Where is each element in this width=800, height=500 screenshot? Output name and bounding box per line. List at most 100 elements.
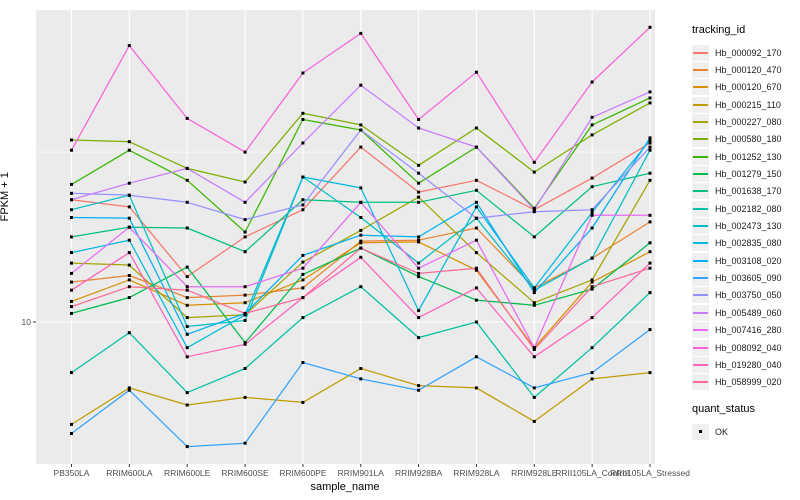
data-point-Hb_001279_150-RRIM600PE[interactable] [301,272,305,276]
data-point-Hb_003108_020-RRIM928LE[interactable] [532,291,536,295]
data-point-Hb_000580_180-RRIM600SE[interactable] [243,180,247,184]
data-point-Hb_008092_040-RRIM901LA[interactable] [359,31,363,35]
data-point-Hb_000215_110-PB350LA[interactable] [70,422,73,426]
data-point-Hb_007416_280-RRIM928LE[interactable] [532,346,536,350]
data-point-Hb_003108_020-RRIM928LA[interactable] [474,200,478,204]
data-point-Hb_000120_470-RRIM928BA[interactable] [417,238,421,242]
data-point-Hb_000120_470-RRII105LA_Stressed[interactable] [648,220,652,224]
data-point-Hb_007416_280-RRIM901LA[interactable] [359,200,363,204]
data-point-Hb_000215_110-RRIM600PE[interactable] [301,400,305,404]
data-point-Hb_007416_280-RRII105LA_Control[interactable] [590,213,594,217]
data-point-Hb_003750_050-RRIM600PE[interactable] [301,203,305,207]
data-point-Hb_000227_080-RRIM600LA[interactable] [127,263,131,267]
data-point-Hb_000092_170-RRIM928BA[interactable] [417,190,421,194]
data-point-Hb_058999_020-PB350LA[interactable] [70,305,73,309]
data-point-Hb_008092_040-RRII105LA_Stressed[interactable] [648,25,652,29]
data-point-Hb_008092_040-RRIM928BA[interactable] [417,118,421,121]
data-point-Hb_000580_180-RRIM928BA[interactable] [417,163,421,167]
data-point-Hb_008092_040-PB350LA[interactable] [70,148,73,152]
data-point-Hb_001279_150-RRIM600SE[interactable] [243,341,247,345]
legend-entry-Hb_000215_110[interactable]: Hb_000215_110 [692,96,798,113]
legend-entry-Hb_003605_090[interactable]: Hb_003605_090 [692,269,798,287]
data-point-Hb_008092_040-RRII105LA_Control[interactable] [590,80,594,84]
data-point-Hb_000120_670-RRIM600SE[interactable] [243,301,247,305]
data-point-Hb_005489_060-RRIM928LE[interactable] [532,208,536,212]
data-point-Hb_000227_080-RRIM928LE[interactable] [532,301,536,305]
data-point-Hb_000227_080-RRII105LA_Control[interactable] [590,278,594,282]
data-point-Hb_058999_020-RRII105LA_Stressed[interactable] [648,266,652,270]
legend-entry-Hb_003750_050[interactable]: Hb_003750_050 [692,287,798,304]
legend-entry-Hb_000580_180[interactable]: Hb_000580_180 [692,131,798,148]
data-point-Hb_002835_080-RRIM928LE[interactable] [532,286,536,290]
data-point-Hb_001252_130-RRIM600LE[interactable] [185,178,189,182]
data-point-Hb_001252_130-RRII105LA_Stressed[interactable] [648,96,652,100]
data-point-Hb_002182_080-RRIM928BA[interactable] [417,336,421,340]
data-point-Hb_000120_670-RRIM928BA[interactable] [417,240,421,244]
data-point-Hb_058999_020-RRIM600LA[interactable] [127,285,131,289]
data-point-Hb_000092_170-RRIM928LA[interactable] [474,178,478,182]
data-point-Hb_000120_670-RRIM928LA[interactable] [474,268,478,272]
data-point-Hb_002182_080-RRII105LA_Stressed[interactable] [648,291,652,295]
data-point-Hb_005489_060-PB350LA[interactable] [70,198,73,202]
data-point-Hb_000092_170-RRIM600LA[interactable] [127,205,131,209]
data-point-Hb_000580_180-RRII105LA_Control[interactable] [590,133,594,137]
data-point-Hb_001638_170-RRIM600PE[interactable] [301,198,305,202]
data-point-Hb_000580_180-RRIM928LE[interactable] [532,170,536,174]
data-point-Hb_002182_080-RRIM600PE[interactable] [301,316,305,320]
data-point-Hb_001279_150-RRIM600LA[interactable] [127,296,131,300]
legend-entry-Hb_058999_020[interactable]: Hb_058999_020 [692,374,798,391]
data-point-Hb_002835_080-RRII105LA_Control[interactable] [590,210,594,214]
data-point-Hb_000120_670-RRII105LA_Control[interactable] [590,280,594,284]
data-point-Hb_007416_280-RRIM600PE[interactable] [301,266,305,270]
data-point-Hb_001252_130-RRIM600SE[interactable] [243,230,247,234]
data-point-Hb_008092_040-RRIM600LE[interactable] [185,116,189,120]
quant-status-entry-OK[interactable]: OK [692,423,798,440]
data-point-Hb_005489_060-RRIM928BA[interactable] [417,126,421,130]
data-point-Hb_002473_130-RRIM901LA[interactable] [359,216,363,219]
data-point-Hb_002835_080-RRIM928BA[interactable] [417,309,421,313]
data-point-Hb_000120_470-RRIM901LA[interactable] [359,239,363,243]
data-point-Hb_005489_060-RRII105LA_Control[interactable] [590,115,594,119]
data-point-Hb_005489_060-RRIM901LA[interactable] [359,83,363,87]
data-point-Hb_001638_170-RRII105LA_Stressed[interactable] [648,171,652,175]
data-point-Hb_002182_080-RRII105LA_Control[interactable] [590,346,594,350]
data-point-Hb_000227_080-RRIM600PE[interactable] [301,260,305,264]
data-point-Hb_000092_170-RRIM901LA[interactable] [359,145,363,149]
data-point-Hb_058999_020-RRIM928BA[interactable] [417,271,421,275]
data-point-Hb_000215_110-RRIM928LA[interactable] [474,386,478,390]
data-point-Hb_019280_040-RRIM928LE[interactable] [532,355,536,359]
data-point-Hb_058999_020-RRIM901LA[interactable] [359,246,363,250]
data-point-Hb_003605_090-RRIM928LE[interactable] [532,386,536,390]
data-point-Hb_001252_130-RRIM600PE[interactable] [301,118,305,121]
data-point-Hb_002473_130-RRIM600LE[interactable] [185,325,189,328]
data-point-Hb_000215_110-RRIM928LE[interactable] [532,419,536,423]
data-point-Hb_002473_130-RRIM928BA[interactable] [417,261,421,265]
data-point-Hb_000215_110-RRIM901LA[interactable] [359,367,363,370]
legend-entry-Hb_001638_170[interactable]: Hb_001638_170 [692,183,798,200]
data-point-Hb_007416_280-RRIM600LA[interactable] [127,225,131,229]
data-point-Hb_007416_280-PB350LA[interactable] [70,271,73,275]
data-point-Hb_002473_130-RRIM600SE[interactable] [243,319,247,322]
data-point-Hb_000120_670-PB350LA[interactable] [70,299,73,303]
data-point-Hb_003108_020-RRIM901LA[interactable] [359,233,363,237]
data-point-Hb_001279_150-RRII105LA_Stressed[interactable] [648,241,652,245]
data-point-Hb_001252_130-RRIM600LA[interactable] [127,148,131,152]
data-point-Hb_000092_170-RRIM600SE[interactable] [243,235,247,239]
data-point-Hb_000120_470-RRIM600SE[interactable] [243,293,247,297]
data-point-Hb_003108_020-PB350LA[interactable] [70,216,73,219]
data-point-Hb_001279_150-RRIM928LE[interactable] [532,303,536,307]
data-point-Hb_019280_040-RRII105LA_Stressed[interactable] [648,261,652,265]
data-point-Hb_000227_080-RRIM901LA[interactable] [359,228,363,232]
data-point-Hb_000227_080-RRIM928LA[interactable] [474,251,478,255]
data-point-Hb_007416_280-RRIM928BA[interactable] [417,266,421,270]
data-point-Hb_003750_050-RRIM928LA[interactable] [474,216,478,220]
data-point-Hb_003605_090-RRIM600PE[interactable] [301,361,305,364]
data-point-Hb_001252_130-PB350LA[interactable] [70,182,73,186]
data-point-Hb_001252_130-RRII105LA_Control[interactable] [590,123,594,127]
data-point-Hb_003605_090-PB350LA[interactable] [70,432,73,435]
data-point-Hb_019280_040-RRII105LA_Control[interactable] [590,316,594,320]
data-point-Hb_000120_670-RRIM901LA[interactable] [359,241,363,245]
legend-entry-Hb_002182_080[interactable]: Hb_002182_080 [692,200,798,217]
data-point-Hb_003605_090-RRII105LA_Stressed[interactable] [648,328,652,332]
data-point-Hb_002835_080-RRII105LA_Stressed[interactable] [648,138,652,142]
